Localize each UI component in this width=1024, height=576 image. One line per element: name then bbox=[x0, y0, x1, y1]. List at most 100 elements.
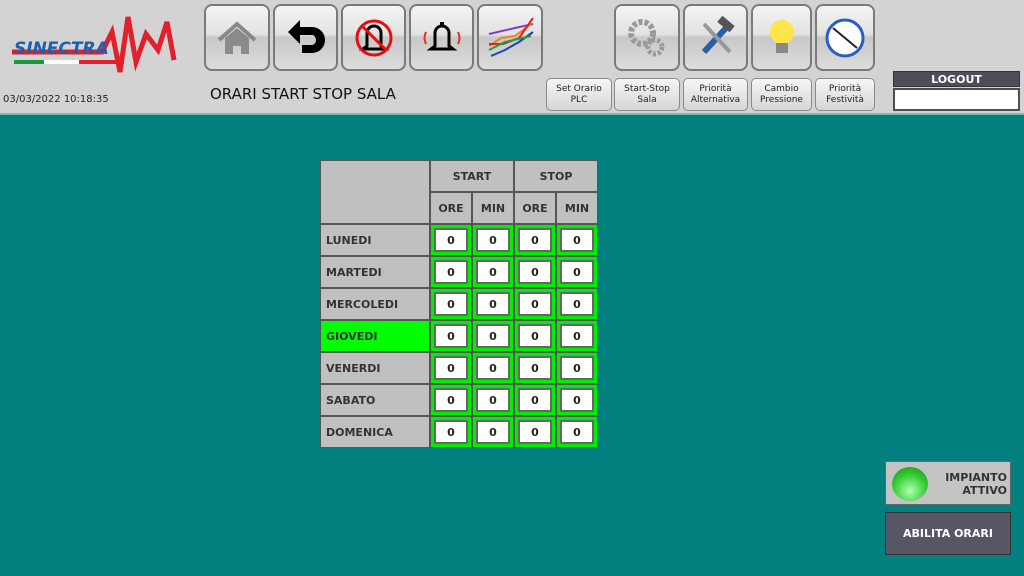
time-value[interactable]: 0 bbox=[434, 260, 468, 284]
nav-cambio-pressione[interactable]: Cambio Pressione bbox=[751, 78, 812, 111]
time-value[interactable]: 0 bbox=[560, 292, 594, 316]
time-value[interactable]: 0 bbox=[518, 228, 552, 252]
time-input-mercoledi-3[interactable]: 0 bbox=[557, 289, 597, 319]
time-value[interactable]: 0 bbox=[518, 260, 552, 284]
trend-chart-icon bbox=[488, 16, 534, 57]
time-value[interactable]: 0 bbox=[434, 356, 468, 380]
schedule-table: START STOP ORE MIN ORE MIN LUNEDI 0 0 0 0 MARTEDI 0 0… bbox=[320, 160, 598, 448]
time-value[interactable]: 0 bbox=[434, 324, 468, 348]
time-input-lunedi-2[interactable]: 0 bbox=[515, 225, 555, 255]
time-input-domenica-3[interactable]: 0 bbox=[557, 417, 597, 447]
time-value[interactable]: 0 bbox=[560, 420, 594, 444]
time-input-lunedi-1[interactable]: 0 bbox=[473, 225, 513, 255]
time-value[interactable]: 0 bbox=[560, 228, 594, 252]
time-value[interactable]: 0 bbox=[518, 356, 552, 380]
time-input-venerdi-2[interactable]: 0 bbox=[515, 353, 555, 383]
abilita-orari-button[interactable]: ABILITA ORARI bbox=[885, 512, 1011, 555]
header: SINECTRA 03/03/2022 10:18:35 ORARI START… bbox=[0, 0, 1024, 115]
time-input-domenica-1[interactable]: 0 bbox=[473, 417, 513, 447]
time-input-domenica-0[interactable]: 0 bbox=[431, 417, 471, 447]
time-input-venerdi-0[interactable]: 0 bbox=[431, 353, 471, 383]
time-value[interactable]: 0 bbox=[476, 388, 510, 412]
time-value[interactable]: 0 bbox=[560, 260, 594, 284]
time-value[interactable]: 0 bbox=[434, 420, 468, 444]
settings-button[interactable] bbox=[614, 4, 680, 71]
time-value[interactable]: 0 bbox=[476, 228, 510, 252]
back-button[interactable] bbox=[273, 4, 338, 71]
time-value[interactable]: 0 bbox=[476, 260, 510, 284]
time-input-giovedi-2[interactable]: 0 bbox=[515, 321, 555, 351]
time-input-giovedi-0[interactable]: 0 bbox=[431, 321, 471, 351]
time-input-sabato-0[interactable]: 0 bbox=[431, 385, 471, 415]
table-corner bbox=[321, 161, 429, 223]
day-label-venerdi: VENERDI bbox=[321, 353, 429, 383]
logo-text: SINECTRA bbox=[14, 39, 109, 59]
subheader-min: MIN bbox=[557, 193, 597, 223]
home-icon bbox=[217, 20, 257, 54]
time-value[interactable]: 0 bbox=[476, 324, 510, 348]
lighting-button[interactable] bbox=[751, 4, 812, 71]
time-input-giovedi-1[interactable]: 0 bbox=[473, 321, 513, 351]
time-input-martedi-0[interactable]: 0 bbox=[431, 257, 471, 287]
time-input-mercoledi-0[interactable]: 0 bbox=[431, 289, 471, 319]
time-input-lunedi-3[interactable]: 0 bbox=[557, 225, 597, 255]
clock-icon bbox=[825, 18, 865, 57]
day-label-mercoledi: MERCOLEDI bbox=[321, 289, 429, 319]
time-input-mercoledi-1[interactable]: 0 bbox=[473, 289, 513, 319]
time-value[interactable]: 0 bbox=[518, 420, 552, 444]
nav-start-stop-sala[interactable]: Start-Stop Sala bbox=[614, 78, 680, 111]
nav-priorita-festivita[interactable]: Priorità Festività bbox=[815, 78, 875, 111]
logout-button[interactable]: LOGOUT bbox=[893, 71, 1020, 87]
time-value[interactable]: 0 bbox=[518, 388, 552, 412]
time-value[interactable]: 0 bbox=[476, 420, 510, 444]
header-stop: STOP bbox=[515, 161, 597, 191]
gears-icon bbox=[628, 18, 665, 56]
day-label-sabato: SABATO bbox=[321, 385, 429, 415]
time-input-sabato-3[interactable]: 0 bbox=[557, 385, 597, 415]
status-label: IMPIANTO ATTIVO bbox=[945, 471, 1007, 497]
alarm-bell-icon bbox=[423, 21, 460, 50]
time-value[interactable]: 0 bbox=[560, 388, 594, 412]
header-start: START bbox=[431, 161, 513, 191]
status-led-icon bbox=[892, 467, 928, 501]
time-input-martedi-2[interactable]: 0 bbox=[515, 257, 555, 287]
alarm-off-icon bbox=[355, 19, 392, 56]
nav-set-orario-plc[interactable]: Set Orario PLC bbox=[546, 78, 612, 111]
tools-icon bbox=[701, 15, 735, 54]
time-input-sabato-1[interactable]: 0 bbox=[473, 385, 513, 415]
time-value[interactable]: 0 bbox=[476, 356, 510, 380]
time-value[interactable]: 0 bbox=[560, 356, 594, 380]
user-field[interactable] bbox=[893, 88, 1020, 111]
time-input-venerdi-3[interactable]: 0 bbox=[557, 353, 597, 383]
light-bulb-icon bbox=[769, 19, 794, 53]
time-value[interactable]: 0 bbox=[434, 388, 468, 412]
page-title: ORARI START STOP SALA bbox=[210, 85, 396, 103]
clock-button[interactable] bbox=[815, 4, 875, 71]
time-input-martedi-1[interactable]: 0 bbox=[473, 257, 513, 287]
time-input-giovedi-3[interactable]: 0 bbox=[557, 321, 597, 351]
subheader-ore: ORE bbox=[515, 193, 555, 223]
time-value[interactable]: 0 bbox=[560, 324, 594, 348]
alarm-button[interactable] bbox=[409, 4, 474, 71]
back-arrow-icon bbox=[287, 19, 325, 53]
time-value[interactable]: 0 bbox=[434, 228, 468, 252]
subheader-min: MIN bbox=[473, 193, 513, 223]
tools-button[interactable] bbox=[683, 4, 748, 71]
day-label-lunedi: LUNEDI bbox=[321, 225, 429, 255]
time-input-lunedi-0[interactable]: 0 bbox=[431, 225, 471, 255]
sinectra-logo: SINECTRA bbox=[12, 12, 182, 82]
nav-priorita-alternativa[interactable]: Priorità Alternativa bbox=[683, 78, 748, 111]
home-button[interactable] bbox=[204, 4, 270, 71]
time-value[interactable]: 0 bbox=[476, 292, 510, 316]
time-input-sabato-2[interactable]: 0 bbox=[515, 385, 555, 415]
time-input-mercoledi-2[interactable]: 0 bbox=[515, 289, 555, 319]
time-value[interactable]: 0 bbox=[434, 292, 468, 316]
alarm-mute-button[interactable] bbox=[341, 4, 406, 71]
time-value[interactable]: 0 bbox=[518, 292, 552, 316]
time-input-martedi-3[interactable]: 0 bbox=[557, 257, 597, 287]
time-value[interactable]: 0 bbox=[518, 324, 552, 348]
trend-button[interactable] bbox=[477, 4, 543, 71]
time-input-domenica-2[interactable]: 0 bbox=[515, 417, 555, 447]
subheader-ore: ORE bbox=[431, 193, 471, 223]
time-input-venerdi-1[interactable]: 0 bbox=[473, 353, 513, 383]
